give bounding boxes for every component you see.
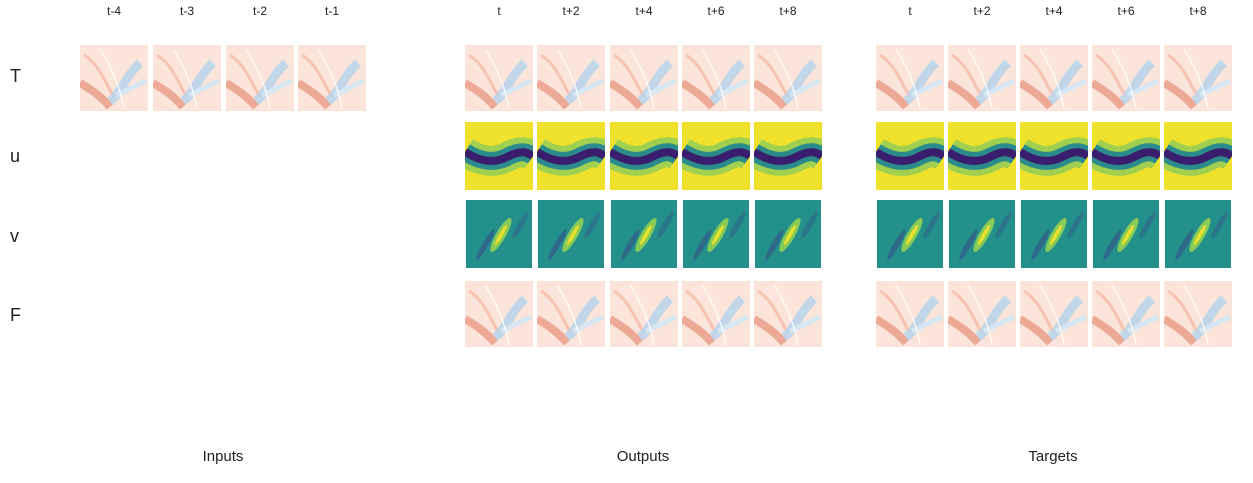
thumbnail [537, 281, 605, 347]
thumbnail [1020, 200, 1088, 268]
column-label: t-1 [325, 4, 339, 18]
column-label: t [497, 4, 501, 18]
column-label: t+4 [635, 4, 652, 18]
thumbnail [537, 122, 605, 190]
column-label: t-4 [107, 4, 121, 18]
thumbnail [948, 45, 1016, 111]
thumbnail [1164, 45, 1232, 111]
thumbnail [948, 281, 1016, 347]
thumbnail [1020, 45, 1088, 111]
thumbnail [876, 45, 944, 111]
group-label: Inputs [203, 448, 244, 465]
thumbnail [682, 122, 750, 190]
thumbnail [1092, 45, 1160, 111]
group-label: Outputs [617, 448, 670, 465]
column-label: t+6 [707, 4, 724, 18]
thumbnail [754, 281, 822, 347]
thumbnail [610, 281, 678, 347]
thumbnails [80, 45, 1232, 347]
thumbnail [80, 45, 148, 111]
thumbnail [1092, 122, 1160, 190]
thumbnail [948, 122, 1016, 190]
column-label: t+6 [1117, 4, 1134, 18]
thumbnail [465, 122, 533, 190]
thumbnail [682, 45, 750, 111]
thumbnail [537, 45, 605, 111]
thumbnail [754, 122, 822, 190]
thumbnail [465, 281, 533, 347]
thumbnail [1092, 281, 1160, 347]
thumbnail [465, 45, 533, 111]
thumbnail [298, 45, 366, 111]
thumbnail [1092, 200, 1160, 268]
thumbnail [1020, 122, 1088, 190]
column-label: t-2 [253, 4, 267, 18]
column-label: t-3 [180, 4, 194, 18]
row-label: u [10, 146, 20, 166]
column-label: t+2 [562, 4, 579, 18]
column-label: t+8 [1189, 4, 1206, 18]
thumbnail [948, 200, 1016, 268]
column-label: t+8 [779, 4, 796, 18]
row-label: T [10, 66, 21, 86]
thumbnail [226, 45, 294, 111]
thumbnail [610, 45, 678, 111]
thumbnail [537, 200, 605, 268]
thumbnail [754, 45, 822, 111]
row-label: v [10, 226, 19, 246]
thumbnail [1164, 281, 1232, 347]
column-label: t+4 [1045, 4, 1062, 18]
thumbnail [876, 122, 944, 190]
thumbnail [754, 200, 822, 268]
group-label: Targets [1028, 448, 1077, 465]
row-label: F [10, 305, 21, 325]
thumbnail [682, 200, 750, 268]
thumbnail [610, 122, 678, 190]
thumbnail [876, 200, 944, 268]
thumbnail [682, 281, 750, 347]
column-label: t+2 [973, 4, 990, 18]
thumbnail [1164, 122, 1232, 190]
thumbnail [610, 200, 678, 268]
thumbnail [876, 281, 944, 347]
thumbnail [153, 45, 221, 111]
thumbnail [1020, 281, 1088, 347]
thumbnail [1164, 200, 1232, 268]
column-label: t [908, 4, 912, 18]
thumbnail [465, 200, 533, 268]
